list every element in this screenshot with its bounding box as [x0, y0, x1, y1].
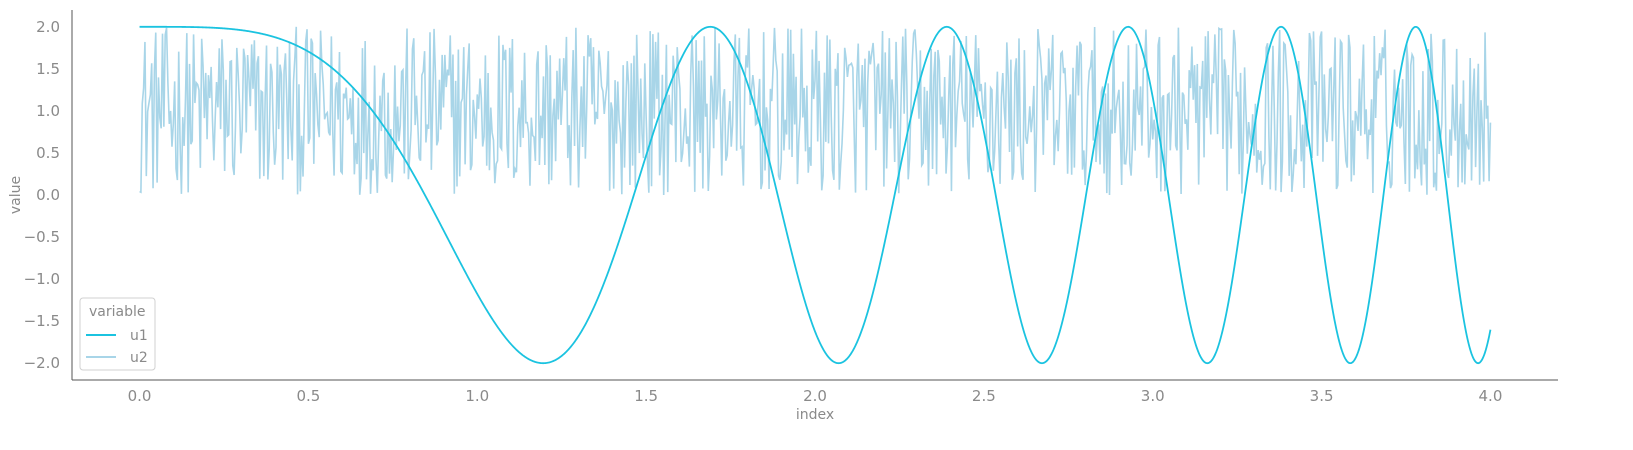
- x-axis-title: index: [796, 407, 834, 423]
- x-axis-ticks: 0.0 0.5 1.0 1.5 2.0 2.5 3.0 3.5 4.0: [128, 387, 1503, 405]
- y-tick-label: 0.5: [36, 144, 60, 162]
- y-tick-label: 0.0: [36, 186, 60, 204]
- y-tick-label: −1.0: [24, 270, 60, 288]
- y-tick-label: −0.5: [24, 228, 60, 246]
- y-tick-label: −2.0: [24, 354, 60, 372]
- y-tick-label: 1.0: [36, 102, 60, 120]
- series-layer: [139, 25, 1492, 365]
- x-tick-label: 2.5: [972, 387, 996, 405]
- x-tick-label: 1.0: [465, 387, 489, 405]
- x-tick-label: 3.0: [1141, 387, 1165, 405]
- x-tick-label: 1.5: [634, 387, 658, 405]
- legend-title: variable: [89, 304, 145, 320]
- x-tick-label: 2.0: [803, 387, 827, 405]
- x-tick-label: 4.0: [1479, 387, 1503, 405]
- y-axis-ticks: 2.0 1.5 1.0 0.5 0.0 −0.5 −1.0 −1.5 −2.0: [24, 18, 60, 372]
- y-tick-label: 2.0: [36, 18, 60, 36]
- x-tick-label: 0.5: [296, 387, 320, 405]
- legend-box: [79, 297, 156, 371]
- series-u2-line: [139, 26, 1492, 195]
- x-tick-label: 3.5: [1310, 387, 1334, 405]
- legend-label-u2: u2: [130, 350, 148, 366]
- y-axis-title: value: [8, 176, 24, 214]
- legend-label-u1: u1: [130, 328, 148, 344]
- y-tick-label: −1.5: [24, 312, 60, 330]
- series-u1-line: [139, 25, 1492, 365]
- y-tick-label: 1.5: [36, 60, 60, 78]
- x-tick-label: 0.0: [128, 387, 152, 405]
